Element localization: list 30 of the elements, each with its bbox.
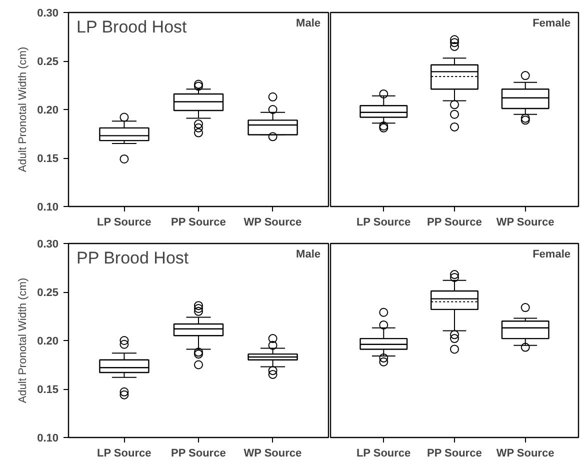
chart-title: PP Brood Host <box>76 248 189 268</box>
annotation: Female <box>532 248 571 260</box>
annotation: Female <box>532 18 571 30</box>
y-tick-label: 0.10 <box>37 202 59 214</box>
y-tick-label: 0.20 <box>37 336 59 348</box>
x-tick-label: WP Source <box>496 448 554 460</box>
y-tick-label: 0.20 <box>37 104 59 116</box>
y-tick-label: 0.30 <box>37 238 59 250</box>
x-tick-label: PP Source <box>426 216 482 228</box>
y-axis-title: Adult Pronotal Width (cm) <box>17 46 30 172</box>
chart-title: LP Brood Host <box>76 18 188 36</box>
y-tick-label: 0.25 <box>37 56 59 68</box>
x-tick-label: WP Source <box>496 216 554 228</box>
x-tick-label: WP Source <box>244 448 302 460</box>
x-tick-label: LP Source <box>97 216 152 228</box>
y-tick-label: 0.15 <box>37 153 59 165</box>
x-tick-label: LP Source <box>97 448 152 460</box>
y-tick-label: 0.10 <box>37 432 59 444</box>
y-tick-label: 0.25 <box>37 287 59 299</box>
x-tick-label: LP Source <box>356 216 411 228</box>
y-axis-title: Adult Pronotal Width (cm) <box>17 278 30 404</box>
annotation: Male <box>296 248 321 260</box>
x-tick-label: LP Source <box>356 448 411 460</box>
x-tick-label: PP Source <box>170 448 226 460</box>
y-tick-label: 0.30 <box>37 8 59 20</box>
x-tick-label: PP Source <box>170 216 226 228</box>
annotation: Male <box>296 18 321 30</box>
x-tick-label: PP Source <box>426 448 482 460</box>
y-tick-label: 0.15 <box>37 384 59 396</box>
x-tick-label: WP Source <box>244 216 302 228</box>
